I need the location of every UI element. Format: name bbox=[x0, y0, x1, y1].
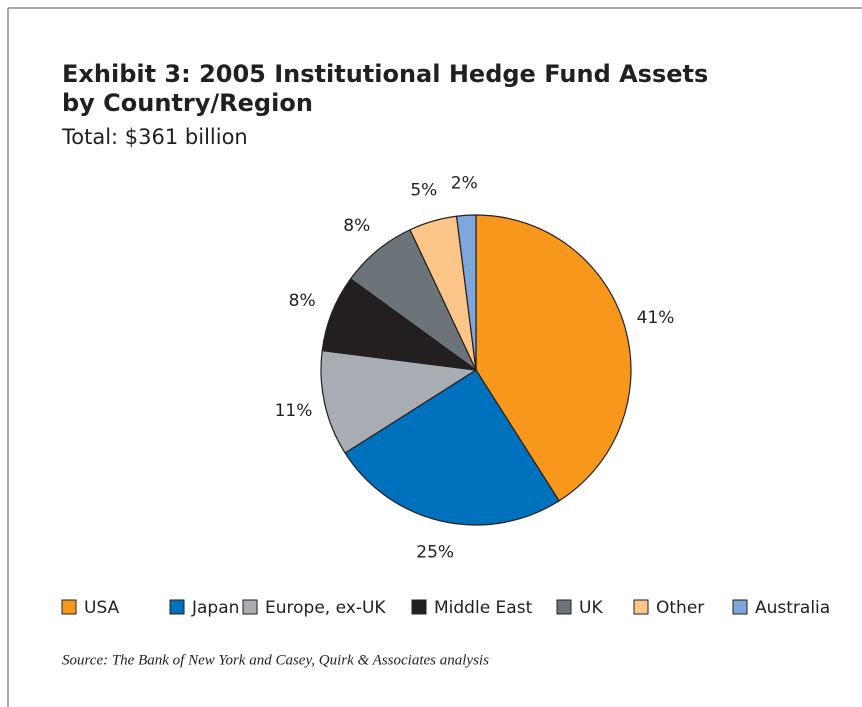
chart-title: by Country/Region bbox=[62, 89, 313, 117]
legend-label: UK bbox=[579, 598, 603, 618]
data-label: 8% bbox=[289, 291, 316, 311]
data-label: 11% bbox=[275, 401, 313, 421]
legend-swatch bbox=[169, 599, 185, 615]
chart-title: Exhibit 3: 2005 Institutional Hedge Fund… bbox=[62, 60, 708, 88]
legend-swatch bbox=[61, 599, 77, 615]
pie-slice bbox=[344, 369, 560, 526]
data-label: 25% bbox=[416, 542, 454, 562]
legend-swatch bbox=[556, 599, 572, 615]
data-label: 2% bbox=[451, 173, 478, 193]
legend-label: Japan bbox=[191, 598, 239, 618]
pie-slice bbox=[455, 214, 477, 371]
legend-swatch bbox=[242, 599, 258, 615]
pie-slice bbox=[320, 349, 478, 454]
legend-swatch bbox=[732, 599, 748, 615]
legend-label: Europe, ex-UK bbox=[265, 598, 386, 618]
pie-slice bbox=[475, 214, 632, 502]
legend-swatch bbox=[633, 599, 649, 615]
data-label: 5% bbox=[410, 180, 437, 200]
legend-swatch bbox=[411, 599, 427, 615]
legend-label: Middle East bbox=[434, 598, 533, 618]
data-label: 8% bbox=[343, 216, 370, 236]
source-note: Source: The Bank of New York and Casey, … bbox=[62, 652, 489, 668]
legend-label: Australia bbox=[755, 598, 830, 618]
legend-label: Other bbox=[656, 598, 704, 618]
chart-subtitle: Total: $361 billion bbox=[61, 125, 248, 149]
legend-label: USA bbox=[84, 598, 120, 618]
data-label: 41% bbox=[637, 308, 675, 328]
